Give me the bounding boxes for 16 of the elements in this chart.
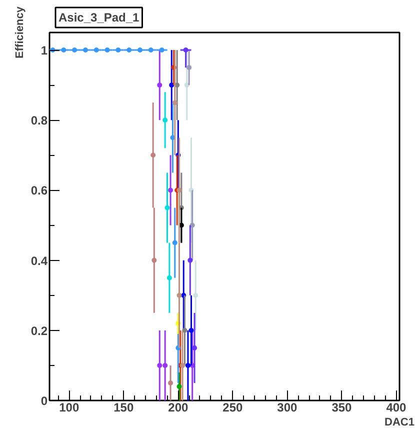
x-tick-label: 350	[332, 400, 352, 414]
chart-title: Asic_3_Pad_1	[58, 10, 140, 24]
x-tick-label: 150	[114, 400, 134, 414]
y-tick-label: 0	[40, 394, 48, 408]
y-tick-label: 0.8	[30, 114, 48, 128]
y-axis-title: Efficiency	[14, 6, 26, 58]
x-tick-label: 400	[386, 400, 407, 414]
x-tick-label: 200	[168, 400, 188, 414]
x-tick-label: 300	[277, 400, 298, 414]
y-tick-label: 0.2	[30, 324, 48, 338]
x-axis-title: DAC1	[384, 416, 414, 428]
x-tick-label: 250	[222, 400, 244, 414]
y-tick-label: 0.6	[30, 184, 48, 198]
x-tick-label: 100	[59, 400, 80, 414]
y-tick-label: 1	[40, 44, 48, 58]
y-tick-label: 0.4	[30, 254, 48, 268]
